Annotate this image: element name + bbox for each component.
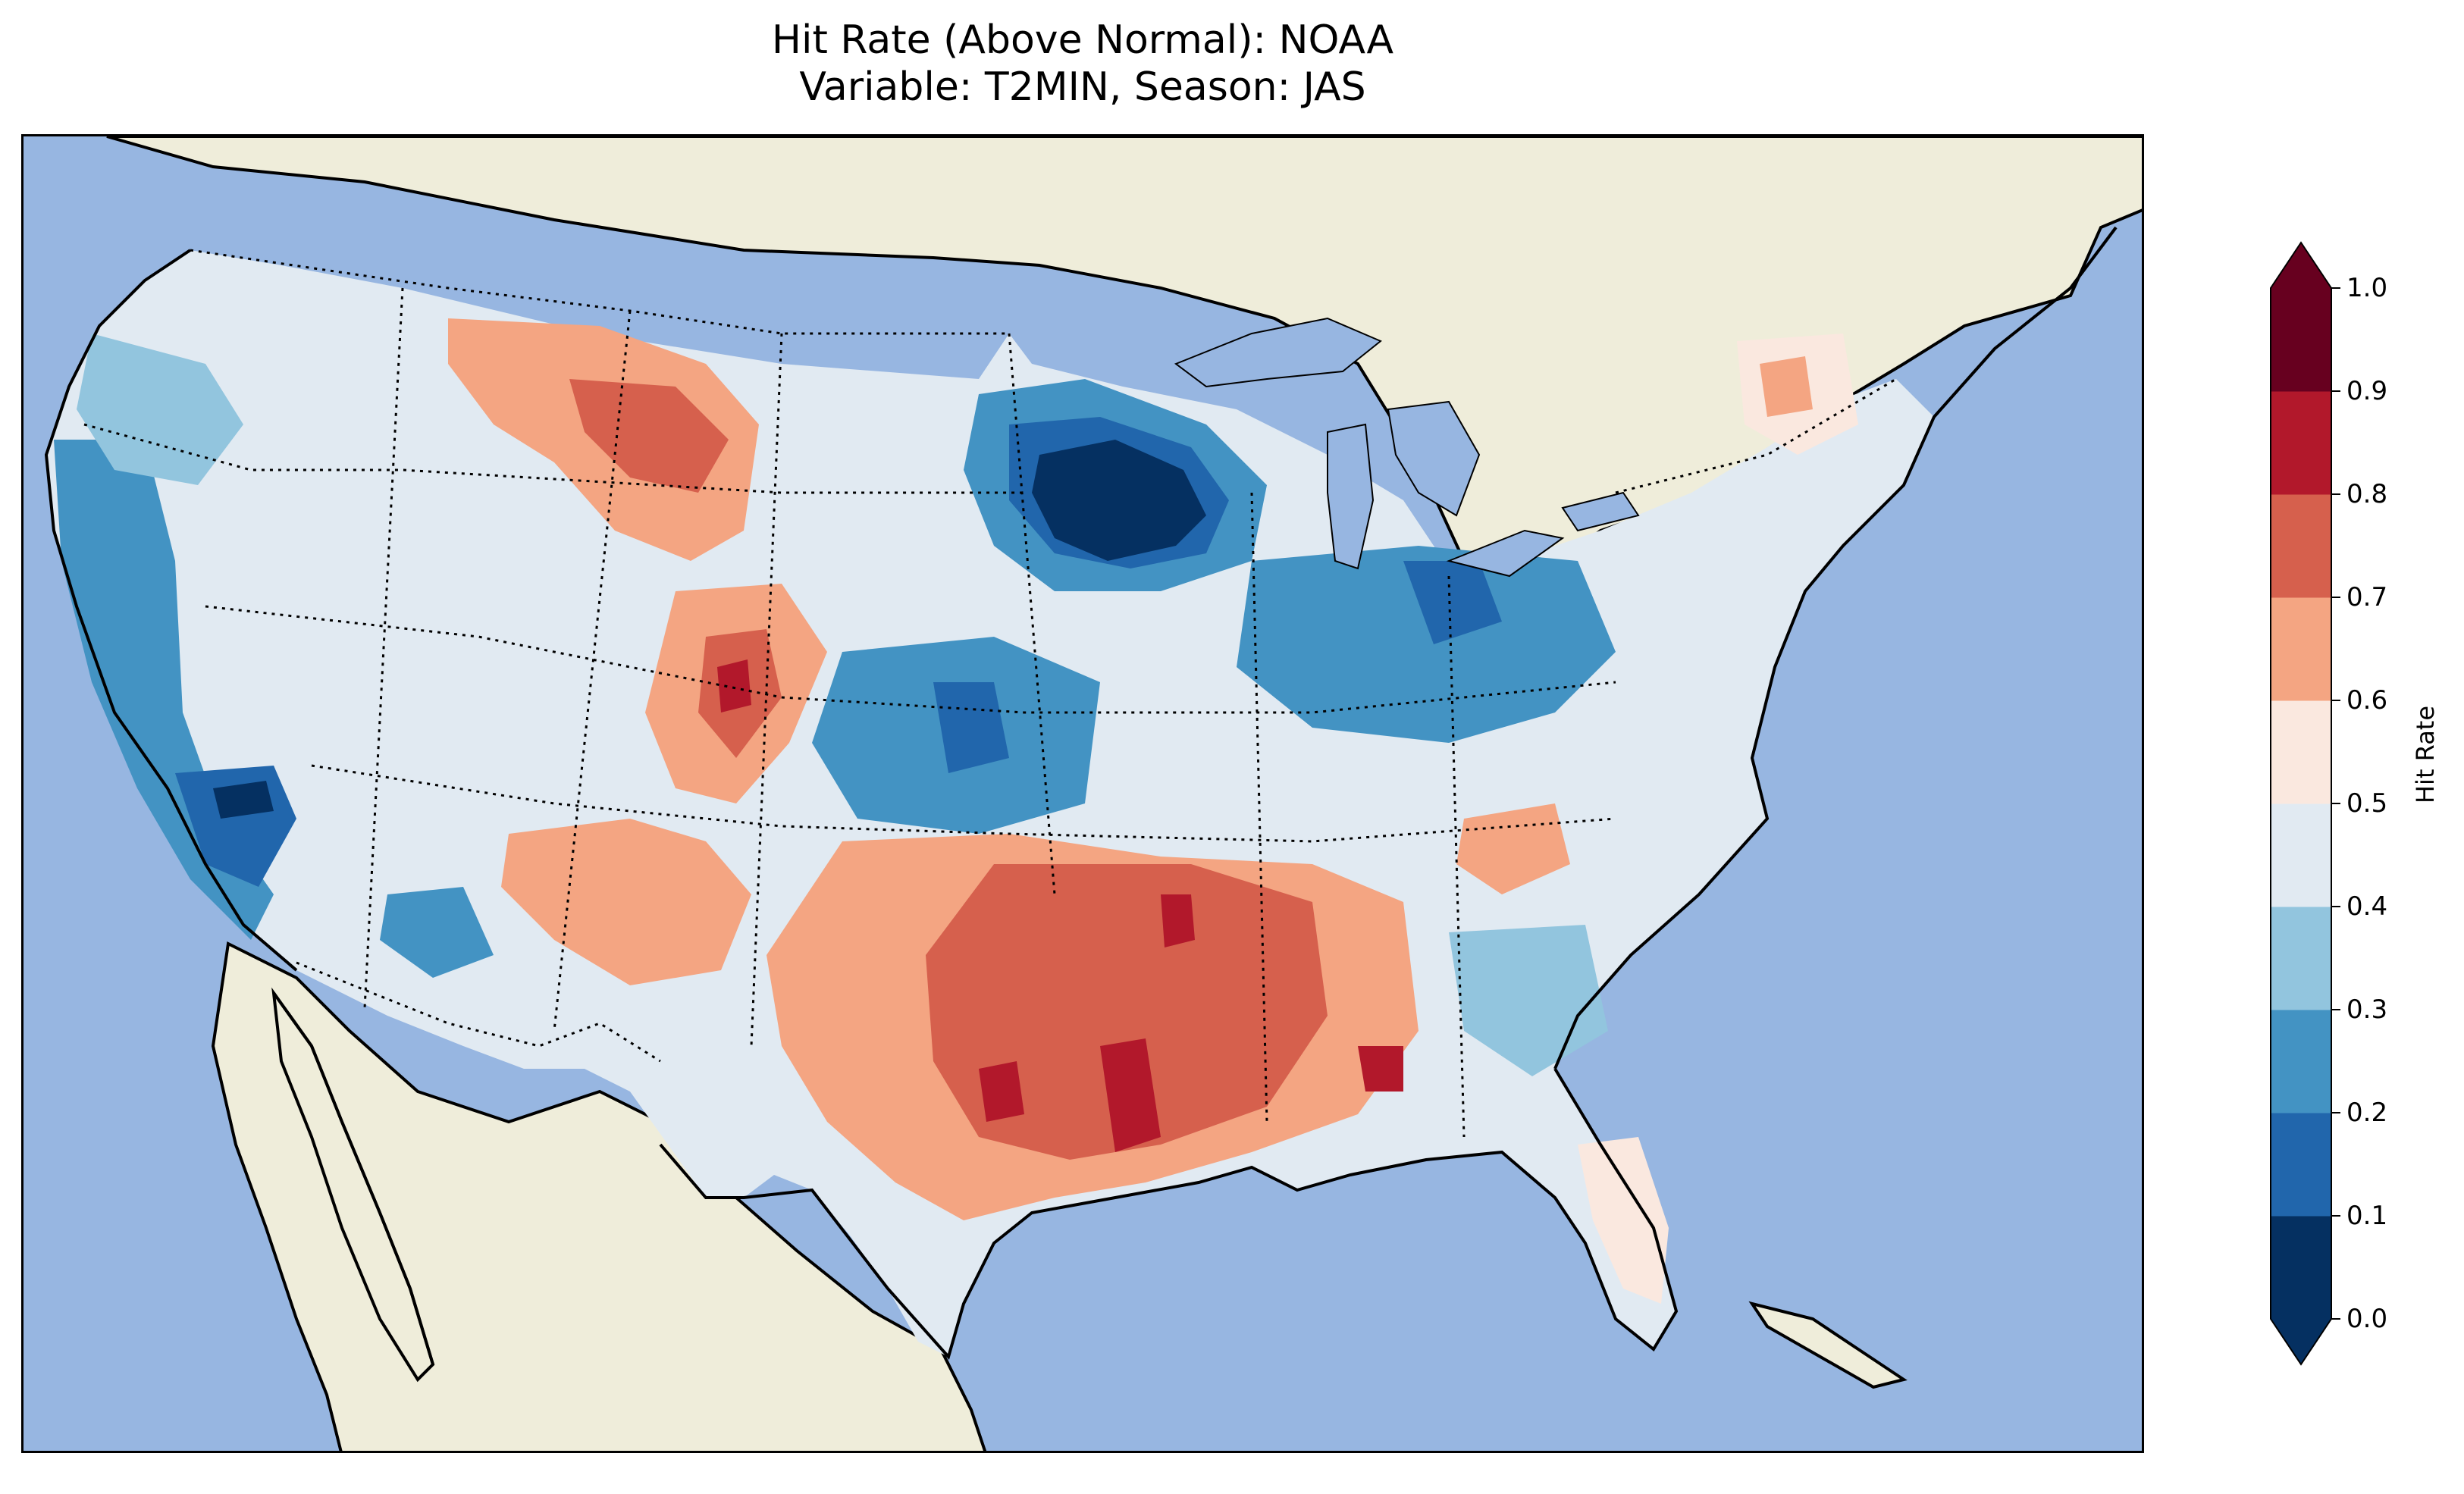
colorbar-bin-0 bbox=[2271, 1216, 2331, 1320]
map-panel bbox=[21, 134, 2144, 1453]
colorbar-tick-label: 0.9 bbox=[2346, 376, 2388, 406]
coast-gulf bbox=[659, 1067, 1679, 1361]
border-canada-east bbox=[1615, 377, 1897, 494]
region-ohio-core bbox=[1403, 561, 1502, 644]
region-tn-red bbox=[1456, 803, 1570, 894]
region-kansas-core bbox=[933, 682, 1009, 773]
border-canada bbox=[190, 249, 1009, 335]
borders bbox=[83, 249, 1897, 1138]
colorbar-tick-label: 0.4 bbox=[2346, 891, 2388, 922]
colorbar-bin-2 bbox=[2271, 1010, 2331, 1113]
region-az-blue bbox=[380, 887, 494, 978]
lake-ontario bbox=[1561, 491, 1640, 532]
colorbar-bin-9 bbox=[2271, 288, 2331, 392]
region-midwest-core bbox=[1032, 440, 1206, 561]
land-cuba bbox=[1748, 1301, 1908, 1389]
land-layer bbox=[106, 136, 2142, 1451]
border-meridian-3 bbox=[750, 333, 783, 1047]
region-montana-core bbox=[569, 379, 729, 493]
border-meridian-4 bbox=[1008, 333, 1056, 895]
colorbar-tick-label: 0.8 bbox=[2346, 479, 2388, 509]
lake-michigan bbox=[1327, 423, 1375, 570]
border-meridian-6 bbox=[1447, 575, 1466, 1138]
colorbar-bin-3 bbox=[2271, 907, 2331, 1010]
colorbar-tick-label: 0.0 bbox=[2346, 1304, 2388, 1334]
colorbar-tick-label: 1.0 bbox=[2346, 273, 2388, 303]
colorbar-extend-min bbox=[2271, 1319, 2331, 1364]
region-colorado-peak bbox=[717, 659, 751, 713]
region-louisiana-peak bbox=[1100, 1038, 1161, 1152]
lake-huron bbox=[1387, 400, 1481, 517]
coast-east bbox=[1553, 226, 2118, 1070]
colorbar-bin-5 bbox=[2271, 700, 2331, 804]
title-line-2: Variable: T2MIN, Season: JAS bbox=[799, 64, 1366, 110]
colorbar-bin-6 bbox=[2271, 597, 2331, 701]
hit-rate-field bbox=[46, 250, 1934, 1357]
border-mexico bbox=[296, 961, 661, 1063]
colorbar-bin-1 bbox=[2271, 1113, 2331, 1217]
region-south-core bbox=[926, 864, 1328, 1160]
colorbar-tick-label: 0.7 bbox=[2346, 582, 2388, 612]
region-ohio-blue bbox=[1237, 546, 1616, 743]
region-gulf-peak bbox=[1358, 1046, 1403, 1092]
chart-title: Hit Rate (Above Normal): NOAA Variable: … bbox=[21, 17, 2144, 111]
region-nw-blue bbox=[77, 334, 243, 485]
colorbar-extend-max bbox=[2271, 243, 2331, 288]
border-nw-states bbox=[83, 423, 1024, 494]
region-arkansas-peak bbox=[1161, 894, 1195, 947]
coastlines bbox=[44, 226, 2118, 1365]
great-lakes bbox=[1174, 317, 1640, 578]
colorbar-bin-8 bbox=[2271, 391, 2331, 495]
us-map bbox=[44, 136, 2142, 1451]
colorbar-svg bbox=[2270, 241, 2340, 1366]
colorbar-bin-7 bbox=[2271, 494, 2331, 598]
colorbar bbox=[2270, 241, 2340, 1366]
border-meridian-1 bbox=[363, 287, 404, 1009]
coast-baja bbox=[272, 991, 434, 1365]
title-line-1: Hit Rate (Above Normal): NOAA bbox=[771, 17, 1394, 63]
colorbar-tick-label: 0.3 bbox=[2346, 994, 2388, 1025]
region-socal-dark bbox=[213, 781, 274, 819]
lake-superior bbox=[1174, 317, 1382, 388]
colorbar-tick-label: 0.1 bbox=[2346, 1201, 2388, 1231]
colorbar-bin-4 bbox=[2271, 803, 2331, 907]
coast-west bbox=[44, 249, 298, 972]
colorbar-tick-label: 0.2 bbox=[2346, 1098, 2388, 1128]
lake-erie bbox=[1446, 529, 1565, 578]
region-ne-salmon bbox=[1760, 356, 1813, 417]
colorbar-tick-label: 0.5 bbox=[2346, 788, 2388, 819]
colorbar-tick-label: 0.6 bbox=[2346, 685, 2388, 716]
region-florida bbox=[1578, 1137, 1669, 1304]
colorbar-label: Hit Rate bbox=[2411, 705, 2440, 803]
region-texas-peak bbox=[979, 1061, 1024, 1122]
